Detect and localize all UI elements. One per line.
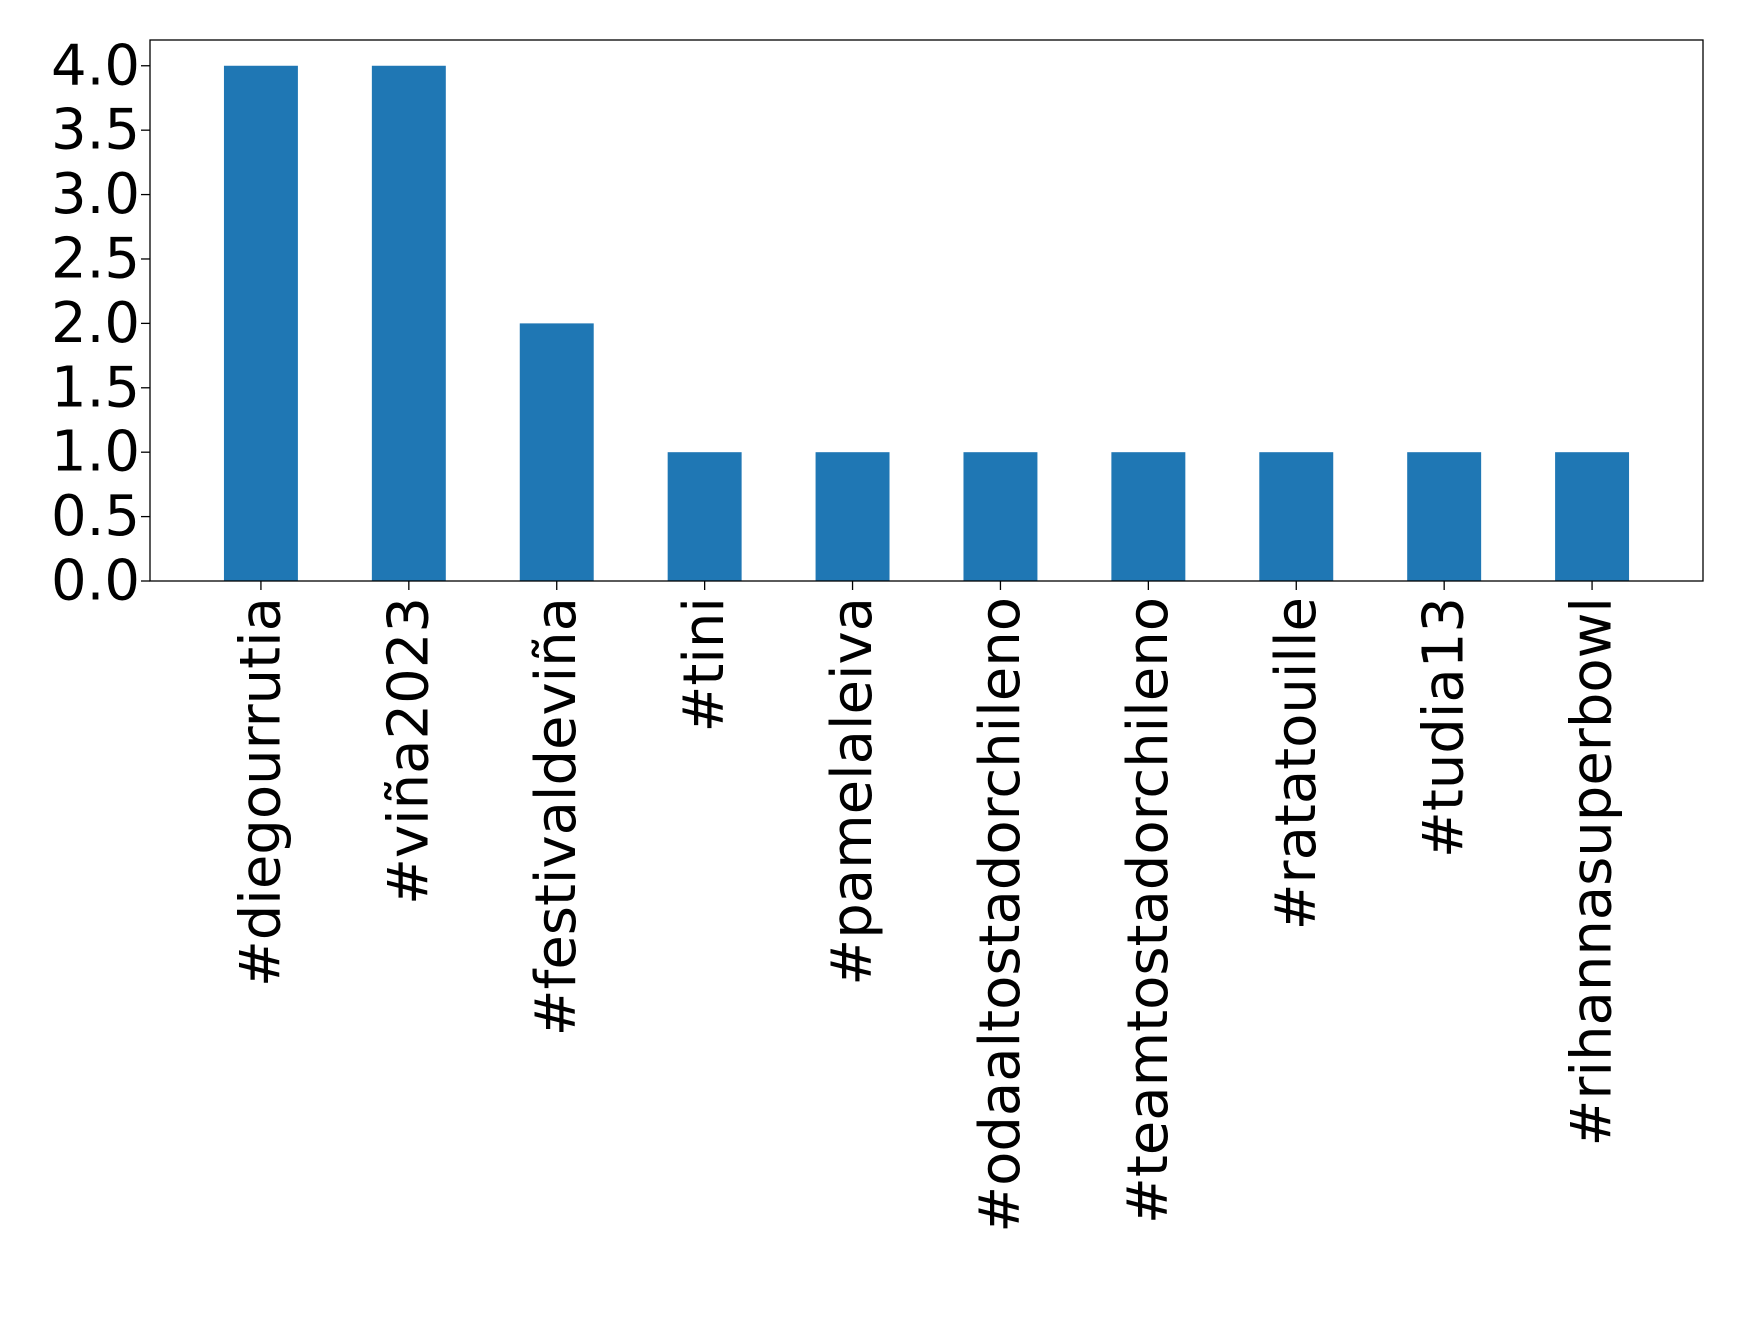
x-tick-label: #teamtostadorchileno xyxy=(1116,597,1181,1224)
bar xyxy=(1407,452,1482,581)
y-tick-label: 2.0 xyxy=(51,291,140,356)
bar xyxy=(519,323,594,581)
bar xyxy=(1259,452,1334,581)
y-tick-label: 0.0 xyxy=(51,549,140,614)
y-tick-label: 1.0 xyxy=(51,420,140,485)
bars-layer xyxy=(223,65,1630,581)
y-tick-label: 4.0 xyxy=(51,33,140,98)
bar xyxy=(963,452,1038,581)
bar xyxy=(667,452,742,581)
x-tick-label: #festivaldeviña xyxy=(524,597,589,1036)
x-tick-label: #ratatouille xyxy=(1264,597,1329,930)
bar xyxy=(815,452,890,581)
x-tick-label: #tudia13 xyxy=(1412,597,1477,858)
y-tick-label: 1.5 xyxy=(51,355,140,420)
bar xyxy=(371,65,446,581)
bar xyxy=(1555,452,1630,581)
x-tick-label: #viña2023 xyxy=(376,597,441,905)
y-tick-label: 3.5 xyxy=(51,98,140,163)
x-tick-label: #odaaltostadorchileno xyxy=(968,597,1033,1233)
x-tick-label: #tini xyxy=(672,597,737,733)
y-tick-label: 3.0 xyxy=(51,162,140,227)
plot-frame xyxy=(149,39,1704,582)
x-axis: #diegourrutia #viña2023 #festivaldeviña #ti… xyxy=(228,581,1625,1233)
bar xyxy=(223,65,298,581)
x-tick-label: #rihannasuperbowl xyxy=(1560,597,1625,1146)
bar xyxy=(1111,452,1186,581)
x-tick-label: #diegourrutia xyxy=(228,597,293,987)
y-tick-label: 0.5 xyxy=(51,484,140,549)
x-tick-label: #pamelaleiva xyxy=(820,597,885,986)
y-tick-label: 2.5 xyxy=(51,226,140,291)
y-axis: 0.00.51.01.52.02.53.03.54.0 xyxy=(51,33,150,614)
